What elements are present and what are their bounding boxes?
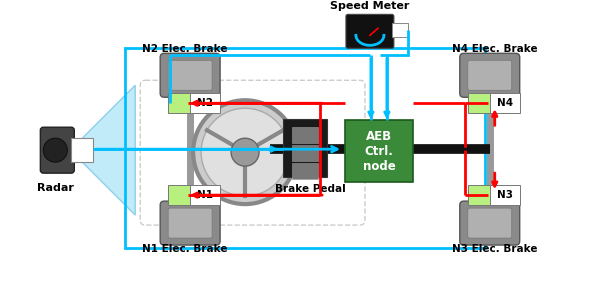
FancyBboxPatch shape xyxy=(468,185,502,205)
FancyBboxPatch shape xyxy=(283,119,327,177)
FancyBboxPatch shape xyxy=(468,60,512,90)
Polygon shape xyxy=(70,85,135,215)
Text: N3: N3 xyxy=(497,190,513,200)
FancyBboxPatch shape xyxy=(190,185,220,205)
FancyBboxPatch shape xyxy=(468,208,512,238)
FancyBboxPatch shape xyxy=(460,201,520,245)
FancyBboxPatch shape xyxy=(40,127,74,173)
Text: Radar: Radar xyxy=(37,183,74,193)
FancyBboxPatch shape xyxy=(345,120,413,182)
Text: N4: N4 xyxy=(497,98,513,108)
FancyBboxPatch shape xyxy=(160,201,220,245)
Circle shape xyxy=(231,138,259,166)
Text: N2 Elec. Brake: N2 Elec. Brake xyxy=(142,44,228,54)
FancyBboxPatch shape xyxy=(168,60,212,90)
FancyBboxPatch shape xyxy=(168,93,202,113)
FancyBboxPatch shape xyxy=(168,208,212,238)
FancyBboxPatch shape xyxy=(392,23,408,37)
FancyBboxPatch shape xyxy=(460,53,520,97)
FancyBboxPatch shape xyxy=(292,163,318,179)
Text: Speed Meter: Speed Meter xyxy=(330,1,410,11)
Circle shape xyxy=(193,100,297,204)
Text: N1: N1 xyxy=(197,190,213,200)
FancyBboxPatch shape xyxy=(160,53,220,97)
Text: N3 Elec. Brake: N3 Elec. Brake xyxy=(452,244,538,254)
Text: N4 Elec. Brake: N4 Elec. Brake xyxy=(452,44,538,54)
Text: N1 Elec. Brake: N1 Elec. Brake xyxy=(142,244,228,254)
Text: N2: N2 xyxy=(197,98,213,108)
FancyBboxPatch shape xyxy=(468,93,502,113)
Text: AEB
Ctrl.
node: AEB Ctrl. node xyxy=(362,130,395,173)
FancyBboxPatch shape xyxy=(346,14,394,48)
Text: Brake Pedal: Brake Pedal xyxy=(275,184,346,194)
FancyBboxPatch shape xyxy=(168,185,202,205)
Circle shape xyxy=(201,108,289,196)
FancyBboxPatch shape xyxy=(490,185,520,205)
FancyBboxPatch shape xyxy=(292,127,318,143)
FancyBboxPatch shape xyxy=(292,145,318,161)
FancyBboxPatch shape xyxy=(490,93,520,113)
FancyBboxPatch shape xyxy=(190,93,220,113)
Circle shape xyxy=(43,138,67,162)
FancyBboxPatch shape xyxy=(71,138,93,162)
